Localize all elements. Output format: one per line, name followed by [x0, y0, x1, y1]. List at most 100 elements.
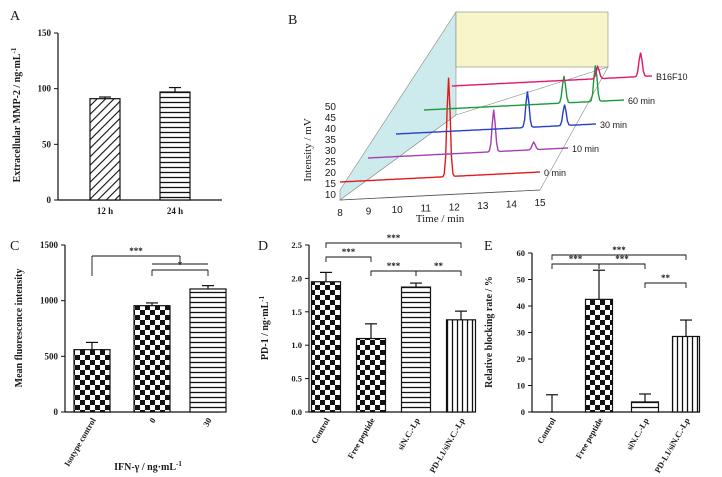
- y-tick-label: 1.5: [291, 307, 302, 317]
- y-tick-label: 30: [517, 328, 526, 338]
- y-tick-label: 50: [517, 275, 526, 285]
- y-tick-label: 0: [54, 407, 59, 417]
- x-tick-label: 0: [147, 416, 158, 425]
- x-axis-label: IFN-γ / ng·mL-1: [114, 460, 182, 473]
- y-tick-label: 40: [325, 124, 337, 135]
- x-axis-label: Time / min: [416, 213, 465, 225]
- panel-c: 0 500 1000 1500 Mean fluorescence intensity I…: [14, 240, 227, 473]
- y-tick-label: 0.5: [291, 374, 302, 384]
- significance-label: ***: [615, 254, 629, 264]
- y-tick-label: 2.5: [291, 240, 302, 250]
- x-tick-label: 11: [421, 204, 432, 215]
- panel-letter-c: C: [10, 239, 19, 254]
- panel-letter-b: B: [288, 13, 297, 28]
- significance-label: ***: [387, 233, 401, 243]
- y-tick-label: 10: [517, 381, 526, 391]
- bar: [355, 337, 387, 413]
- significance-bracket: [370, 270, 417, 276]
- series-trace: [339, 77, 541, 183]
- x-tick-label: 8: [337, 208, 343, 219]
- bar: [310, 281, 342, 413]
- series-trace: [423, 65, 625, 111]
- significance-bracket: [551, 263, 600, 269]
- x-tick-label: Free peptide: [573, 416, 604, 461]
- significance-label: *: [178, 260, 183, 270]
- bar: [400, 286, 432, 413]
- x-tick-label: 9: [366, 207, 372, 218]
- y-tick-label: 30: [325, 146, 337, 157]
- y-tick-label: 20: [325, 168, 337, 179]
- y-tick-label: 40: [517, 301, 526, 311]
- x-tick-label: 30: [201, 416, 214, 428]
- y-tick-label: 35: [325, 135, 337, 146]
- y-tick-label: 15: [325, 179, 337, 190]
- bar: [89, 98, 121, 201]
- panel-d: 0.0 0.5 1.0 1.5 2.0 2.5 PD-1 / ng·mL-1 Control F…: [258, 233, 477, 475]
- y-tick-label: 2.0: [291, 273, 302, 283]
- panel-letter-e: E: [484, 239, 493, 254]
- panel-a: 0 50 100 150 Extracellular MMP-2 / ng·mL-1 12…: [10, 28, 222, 216]
- significance-label: ***: [129, 246, 143, 256]
- significance-label: **: [434, 261, 444, 271]
- x-tick-label: 12: [449, 202, 461, 213]
- y-axis-label: Mean fluorescence intensity: [14, 269, 25, 388]
- x-tick-label: Isotype control: [62, 415, 98, 468]
- y-tick-label: 60: [517, 248, 526, 258]
- y-tick-label: 50: [325, 102, 337, 113]
- x-tick-label: 13: [477, 201, 489, 212]
- significance-bracket: [325, 256, 372, 262]
- y-tick-label: 500: [45, 351, 59, 361]
- x-tick-label: PD-L1/siN.C.-Lp: [427, 416, 467, 475]
- series-trace: [395, 91, 597, 135]
- y-tick-label: 150: [38, 28, 52, 38]
- significance-label: ***: [342, 247, 356, 257]
- y-tick-label: 45: [325, 113, 337, 124]
- significance-label: ***: [612, 245, 626, 255]
- y-tick-label: 50: [42, 139, 52, 149]
- bar: [671, 335, 701, 413]
- series-label: 10 min: [572, 144, 599, 154]
- x-axis: [339, 189, 541, 201]
- x-tick-label: siN.C.-Lp: [395, 416, 422, 452]
- y-axis-label: Intensity / mV: [302, 118, 314, 182]
- series-label: B16F10: [656, 72, 688, 82]
- significance-label: **: [661, 273, 671, 283]
- series-trace: [367, 109, 569, 159]
- y-tick-label: 100: [38, 84, 52, 94]
- series-label: 0 min: [544, 168, 566, 178]
- x-tick-label: Free peptide: [345, 416, 376, 461]
- significance-label: ***: [387, 261, 401, 271]
- y-axis-label: Extracellular MMP-2 / ng·mL-1: [10, 47, 23, 182]
- x-tick-label: 12 h: [97, 206, 113, 216]
- significance-label: ***: [569, 254, 583, 264]
- bar: [73, 349, 111, 413]
- significance-bracket: [551, 254, 687, 260]
- x-tick-label: 15: [534, 198, 546, 209]
- panel-b-3d-frame: [339, 10, 609, 201]
- y-tick-label: 1500: [40, 240, 59, 250]
- panel-letter-d: D: [258, 239, 268, 254]
- series-label: 60 min: [628, 96, 655, 106]
- y-tick-label: 20: [517, 354, 526, 364]
- significance-bracket: [598, 263, 646, 269]
- series-trace: [451, 52, 653, 87]
- y-tick-label: 1000: [40, 296, 59, 306]
- x-tick-label: PD-L1/siN.C.-Lp: [652, 416, 692, 475]
- y-tick-label: 0: [521, 407, 525, 417]
- y-tick-label: 0: [47, 195, 52, 205]
- significance-bracket: [644, 282, 687, 288]
- x-tick-label: Control: [309, 415, 332, 445]
- x-tick-label: 14: [506, 199, 518, 210]
- y-axis-label: Relative blocking rate / %: [484, 276, 495, 388]
- y-axis-label: PD-1 / ng·mL-1: [258, 295, 271, 360]
- panel-letter-a: A: [10, 9, 21, 24]
- significance-bracket: [325, 242, 462, 248]
- bar: [630, 401, 660, 413]
- bar: [445, 319, 477, 413]
- bar: [584, 298, 614, 413]
- y-tick-label: 10: [325, 190, 337, 201]
- y-tick-label: 25: [325, 157, 337, 168]
- series-label: 30 min: [600, 120, 627, 130]
